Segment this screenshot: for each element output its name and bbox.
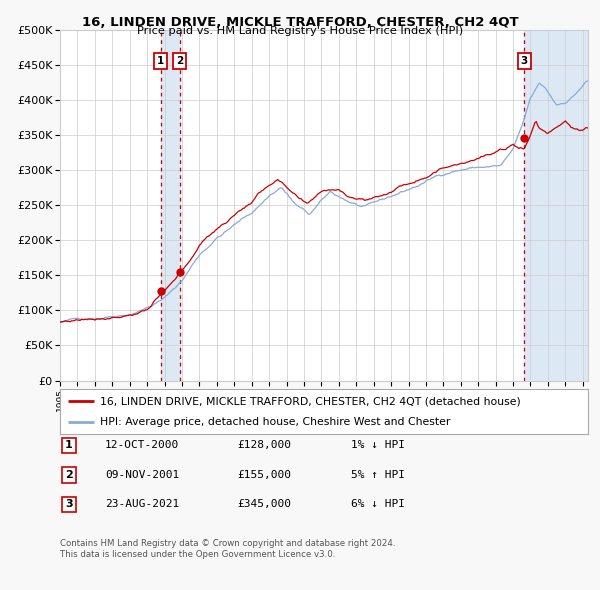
Text: 3: 3: [521, 56, 528, 66]
Text: 2: 2: [65, 470, 73, 480]
Bar: [524, 30, 588, 381]
Text: 1: 1: [65, 441, 73, 450]
Text: 16, LINDEN DRIVE, MICKLE TRAFFORD, CHESTER, CH2 4QT: 16, LINDEN DRIVE, MICKLE TRAFFORD, CHEST…: [82, 16, 518, 29]
Text: 5% ↑ HPI: 5% ↑ HPI: [351, 470, 405, 480]
Bar: [161, 30, 179, 381]
Text: 1% ↓ HPI: 1% ↓ HPI: [351, 441, 405, 450]
Text: 6% ↓ HPI: 6% ↓ HPI: [351, 500, 405, 509]
Text: 09-NOV-2001: 09-NOV-2001: [105, 470, 179, 480]
Text: This data is licensed under the Open Government Licence v3.0.: This data is licensed under the Open Gov…: [60, 550, 335, 559]
Text: 12-OCT-2000: 12-OCT-2000: [105, 441, 179, 450]
Text: 16, LINDEN DRIVE, MICKLE TRAFFORD, CHESTER, CH2 4QT (detached house): 16, LINDEN DRIVE, MICKLE TRAFFORD, CHEST…: [100, 396, 520, 407]
Text: 3: 3: [65, 500, 73, 509]
Text: 1: 1: [157, 56, 164, 66]
Text: Price paid vs. HM Land Registry's House Price Index (HPI): Price paid vs. HM Land Registry's House …: [137, 26, 463, 36]
Text: Contains HM Land Registry data © Crown copyright and database right 2024.: Contains HM Land Registry data © Crown c…: [60, 539, 395, 548]
Text: HPI: Average price, detached house, Cheshire West and Chester: HPI: Average price, detached house, Ches…: [100, 417, 450, 427]
Text: £155,000: £155,000: [237, 470, 291, 480]
Text: 23-AUG-2021: 23-AUG-2021: [105, 500, 179, 509]
Text: £128,000: £128,000: [237, 441, 291, 450]
Text: 2: 2: [176, 56, 183, 66]
Text: £345,000: £345,000: [237, 500, 291, 509]
